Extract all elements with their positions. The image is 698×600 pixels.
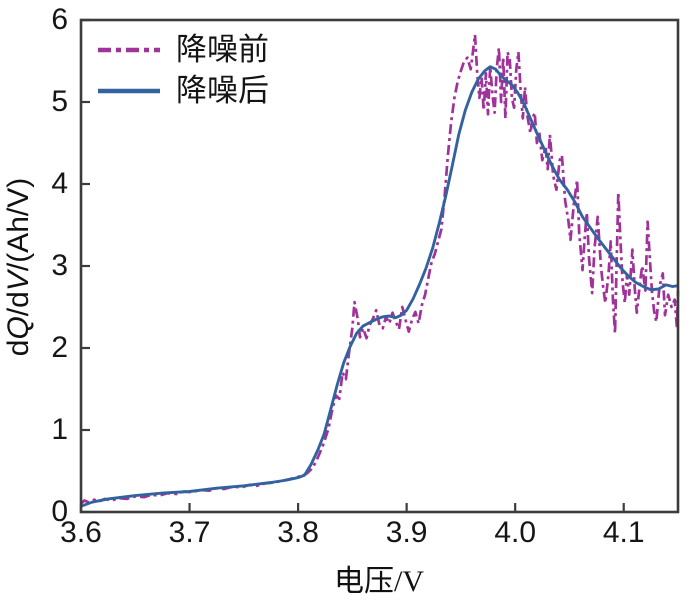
curves-layer (80, 33, 680, 508)
y-tick-label: 4 (51, 167, 68, 200)
dash-dot-line-icon (98, 47, 160, 52)
x-tick-label: 4.0 (494, 516, 537, 549)
legend-label-after-denoise: 降噪后 (176, 72, 269, 108)
legend: 降噪前 降噪后 (97, 29, 269, 111)
x-axis-title: 电压/V (334, 565, 424, 598)
x-tick-label: 3.7 (168, 516, 211, 549)
x-tick-label: 3.6 (60, 516, 102, 549)
y-tick-label: 5 (51, 85, 68, 118)
y-axis-title-part-italic: Q (2, 316, 35, 340)
y-axis-title-part-italic: V (2, 271, 35, 292)
y-axis-title: dQ/dV/(Ah/V) (2, 97, 38, 437)
axes-layer (79, 18, 680, 514)
y-tick-label: 6 (51, 3, 68, 36)
y-tick-label: 2 (51, 331, 68, 364)
y-tick-label: 1 (51, 413, 68, 446)
y-tick-label: 0 (51, 495, 68, 528)
y-axis-title-part: /d (2, 291, 35, 317)
legend-label-before-denoise: 降噪前 (176, 31, 269, 67)
x-tick-label: 3.8 (277, 516, 319, 549)
x-tick-label: 3.9 (385, 516, 428, 549)
x-tick-label: 4.1 (602, 516, 645, 549)
y-axis-title-part: d (2, 339, 35, 357)
y-tick-label: 3 (51, 249, 68, 282)
curve-after-denoise (80, 65, 679, 508)
legend-item-after-denoise: 降噪后 (97, 70, 269, 111)
solid-line-icon (98, 88, 160, 93)
y-axis-title-part: /(Ah/V) (2, 177, 35, 272)
legend-item-before-denoise: 降噪前 (97, 29, 269, 70)
